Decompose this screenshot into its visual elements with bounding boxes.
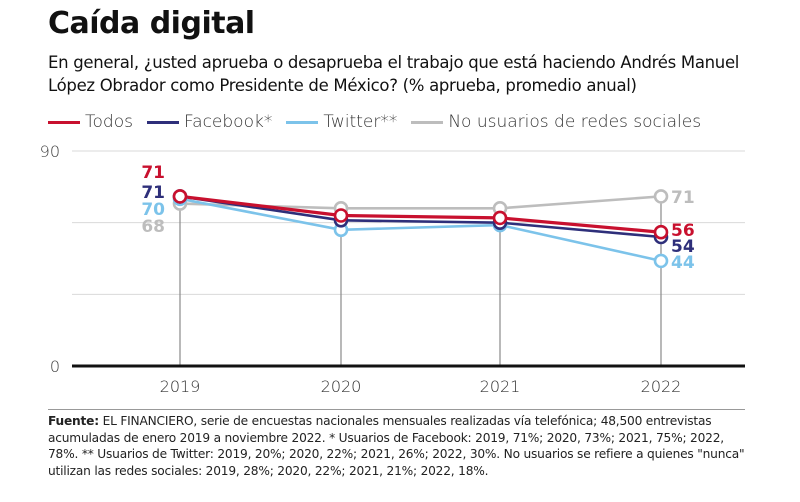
source-footnote: Fuente: EL FINANCIERO, serie de encuesta…: [48, 413, 748, 479]
legend-label: Twitter**: [323, 112, 398, 132]
y-tick-label: 0: [50, 357, 60, 376]
legend-item-facebook: Facebook*: [146, 112, 273, 132]
data-point-todos: [492, 210, 508, 226]
data-label-todos: 71: [141, 163, 165, 183]
data-point-todos: [333, 208, 349, 223]
legend: Todos Facebook* Twitter** No usuarios de re…: [48, 112, 715, 132]
legend-swatch: [286, 120, 319, 124]
legend-label: Todos: [85, 112, 133, 132]
x-tick-label: 2021: [480, 377, 521, 396]
data-label-todos: 56: [671, 221, 695, 241]
data-label-no-usuarios-de-redes-sociales: 68: [141, 217, 165, 237]
chart-title: Caída digital: [48, 6, 255, 41]
data-point-twitter: [653, 253, 669, 269]
series-line-twitter: [179, 197, 662, 263]
x-tick-label: 2022: [641, 377, 682, 396]
series-line-todos: [179, 194, 662, 234]
x-tick-label: 2020: [321, 377, 362, 396]
footnote-text: EL FINANCIERO, serie de encuestas nacion…: [48, 414, 745, 478]
x-tick-label: 2019: [160, 377, 201, 396]
series-line-facebook: [179, 195, 662, 239]
data-label-facebook: 54: [671, 237, 695, 257]
data-point-todos: [653, 224, 669, 240]
legend-item-no-usuarios-de-redes-sociales: No usuarios de redes sociales: [411, 112, 701, 132]
legend-item-twitter: Twitter**: [286, 112, 397, 132]
data-point-todos: [172, 189, 188, 204]
footnote-label: Fuente:: [48, 414, 99, 428]
footer-divider: [48, 409, 745, 410]
legend-label: Facebook*: [183, 112, 273, 132]
data-point-no-usuarios-de-redes-sociales: [653, 189, 669, 204]
data-label-twitter: 70: [141, 200, 165, 220]
legend-item-todos: Todos: [48, 112, 133, 132]
data-label-twitter: 44: [671, 253, 695, 273]
legend-label: No usuarios de redes sociales: [448, 112, 702, 132]
chart-subtitle: En general, ¿usted aprueba o desaprueba …: [48, 53, 740, 95]
data-label-no-usuarios-de-redes-sociales: 71: [671, 188, 695, 208]
y-tick-label: 90: [40, 142, 60, 161]
legend-swatch: [411, 120, 444, 124]
legend-swatch: [48, 120, 80, 124]
data-label-facebook: 71: [141, 183, 165, 203]
legend-swatch: [146, 120, 179, 124]
